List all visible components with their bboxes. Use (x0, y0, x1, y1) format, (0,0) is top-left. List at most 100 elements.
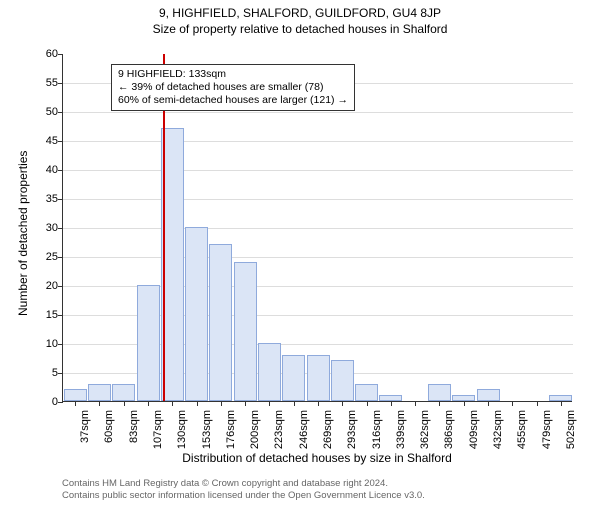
xtick-mark (464, 401, 465, 406)
ytick-mark (58, 373, 63, 374)
ytick-label: 50 (28, 106, 58, 118)
ytick-label: 15 (28, 309, 58, 321)
xtick-label: 269sqm (322, 410, 334, 449)
xtick-label: 107sqm (152, 410, 164, 449)
xtick-mark (439, 401, 440, 406)
xtick-mark (124, 401, 125, 406)
xtick-label: 83sqm (128, 410, 140, 443)
histogram-bar (112, 384, 135, 401)
xtick-label: 455sqm (516, 410, 528, 449)
histogram-bar (209, 244, 232, 401)
xtick-mark (342, 401, 343, 406)
page-subtitle: Size of property relative to detached ho… (0, 22, 600, 36)
x-axis-label: Distribution of detached houses by size … (62, 451, 572, 465)
ytick-label: 0 (28, 396, 58, 408)
ytick-label: 30 (28, 222, 58, 234)
xtick-label: 409sqm (468, 410, 480, 449)
y-axis-label: Number of detached properties (16, 151, 30, 316)
xtick-mark (294, 401, 295, 406)
annotation-line-2: ← 39% of detached houses are smaller (78… (118, 81, 348, 94)
ytick-mark (58, 83, 63, 84)
xtick-mark (537, 401, 538, 406)
ytick-mark (58, 344, 63, 345)
xtick-label: 37sqm (79, 410, 91, 443)
ytick-label: 20 (28, 280, 58, 292)
xtick-mark (415, 401, 416, 406)
xtick-mark (99, 401, 100, 406)
histogram-bar (88, 384, 111, 401)
xtick-label: 176sqm (225, 410, 237, 449)
histogram-bar (477, 389, 500, 401)
xtick-mark (318, 401, 319, 406)
ytick-label: 25 (28, 251, 58, 263)
histogram-bar (307, 355, 330, 401)
gridline (63, 170, 573, 171)
xtick-label: 479sqm (541, 410, 553, 449)
ytick-mark (58, 286, 63, 287)
histogram-bar (137, 285, 160, 401)
xtick-label: 316sqm (371, 410, 383, 449)
xtick-label: 502sqm (565, 410, 577, 449)
xtick-mark (221, 401, 222, 406)
histogram-bar (355, 384, 378, 401)
ytick-mark (58, 112, 63, 113)
ytick-mark (58, 257, 63, 258)
xtick-mark (245, 401, 246, 406)
xtick-label: 223sqm (273, 410, 285, 449)
xtick-mark (391, 401, 392, 406)
ytick-label: 45 (28, 135, 58, 147)
page-title: 9, HIGHFIELD, SHALFORD, GUILDFORD, GU4 8… (0, 6, 600, 20)
ytick-label: 60 (28, 48, 58, 60)
gridline (63, 141, 573, 142)
histogram-bar (331, 360, 354, 401)
xtick-mark (367, 401, 368, 406)
xtick-mark (512, 401, 513, 406)
ytick-mark (58, 228, 63, 229)
xtick-label: 153sqm (201, 410, 213, 449)
histogram-bar (282, 355, 305, 401)
xtick-label: 246sqm (298, 410, 310, 449)
xtick-label: 386sqm (443, 410, 455, 449)
histogram-bar (234, 262, 257, 401)
ytick-label: 55 (28, 77, 58, 89)
xtick-label: 130sqm (176, 410, 188, 449)
histogram-bar (64, 389, 87, 401)
ytick-mark (58, 170, 63, 171)
xtick-label: 362sqm (419, 410, 431, 449)
ytick-mark (58, 315, 63, 316)
histogram-bar (185, 227, 208, 401)
gridline (63, 257, 573, 258)
annotation-box: 9 HIGHFIELD: 133sqm← 39% of detached hou… (111, 64, 355, 111)
xtick-mark (488, 401, 489, 406)
ytick-label: 35 (28, 193, 58, 205)
plot-area: 05101520253035404550556037sqm60sqm83sqm1… (62, 54, 572, 402)
ytick-label: 5 (28, 367, 58, 379)
ytick-label: 40 (28, 164, 58, 176)
gridline (63, 199, 573, 200)
gridline (63, 228, 573, 229)
xtick-mark (75, 401, 76, 406)
histogram-bar (258, 343, 281, 401)
xtick-label: 200sqm (249, 410, 261, 449)
ytick-mark (58, 54, 63, 55)
xtick-mark (561, 401, 562, 406)
xtick-mark (172, 401, 173, 406)
gridline (63, 112, 573, 113)
footer-line-1: Contains HM Land Registry data © Crown c… (62, 478, 425, 490)
annotation-line-3: 60% of semi-detached houses are larger (… (118, 94, 348, 107)
xtick-mark (148, 401, 149, 406)
footer-line-2: Contains public sector information licen… (62, 490, 425, 502)
xtick-label: 293sqm (346, 410, 358, 449)
footer-attribution: Contains HM Land Registry data © Crown c… (62, 478, 425, 502)
xtick-label: 60sqm (103, 410, 115, 443)
xtick-mark (197, 401, 198, 406)
ytick-mark (58, 199, 63, 200)
xtick-label: 432sqm (492, 410, 504, 449)
ytick-mark (58, 402, 63, 403)
histogram-bar (428, 384, 451, 401)
xtick-mark (269, 401, 270, 406)
annotation-line-1: 9 HIGHFIELD: 133sqm (118, 68, 348, 81)
ytick-label: 10 (28, 338, 58, 350)
ytick-mark (58, 141, 63, 142)
histogram-chart: 05101520253035404550556037sqm60sqm83sqm1… (62, 54, 572, 402)
